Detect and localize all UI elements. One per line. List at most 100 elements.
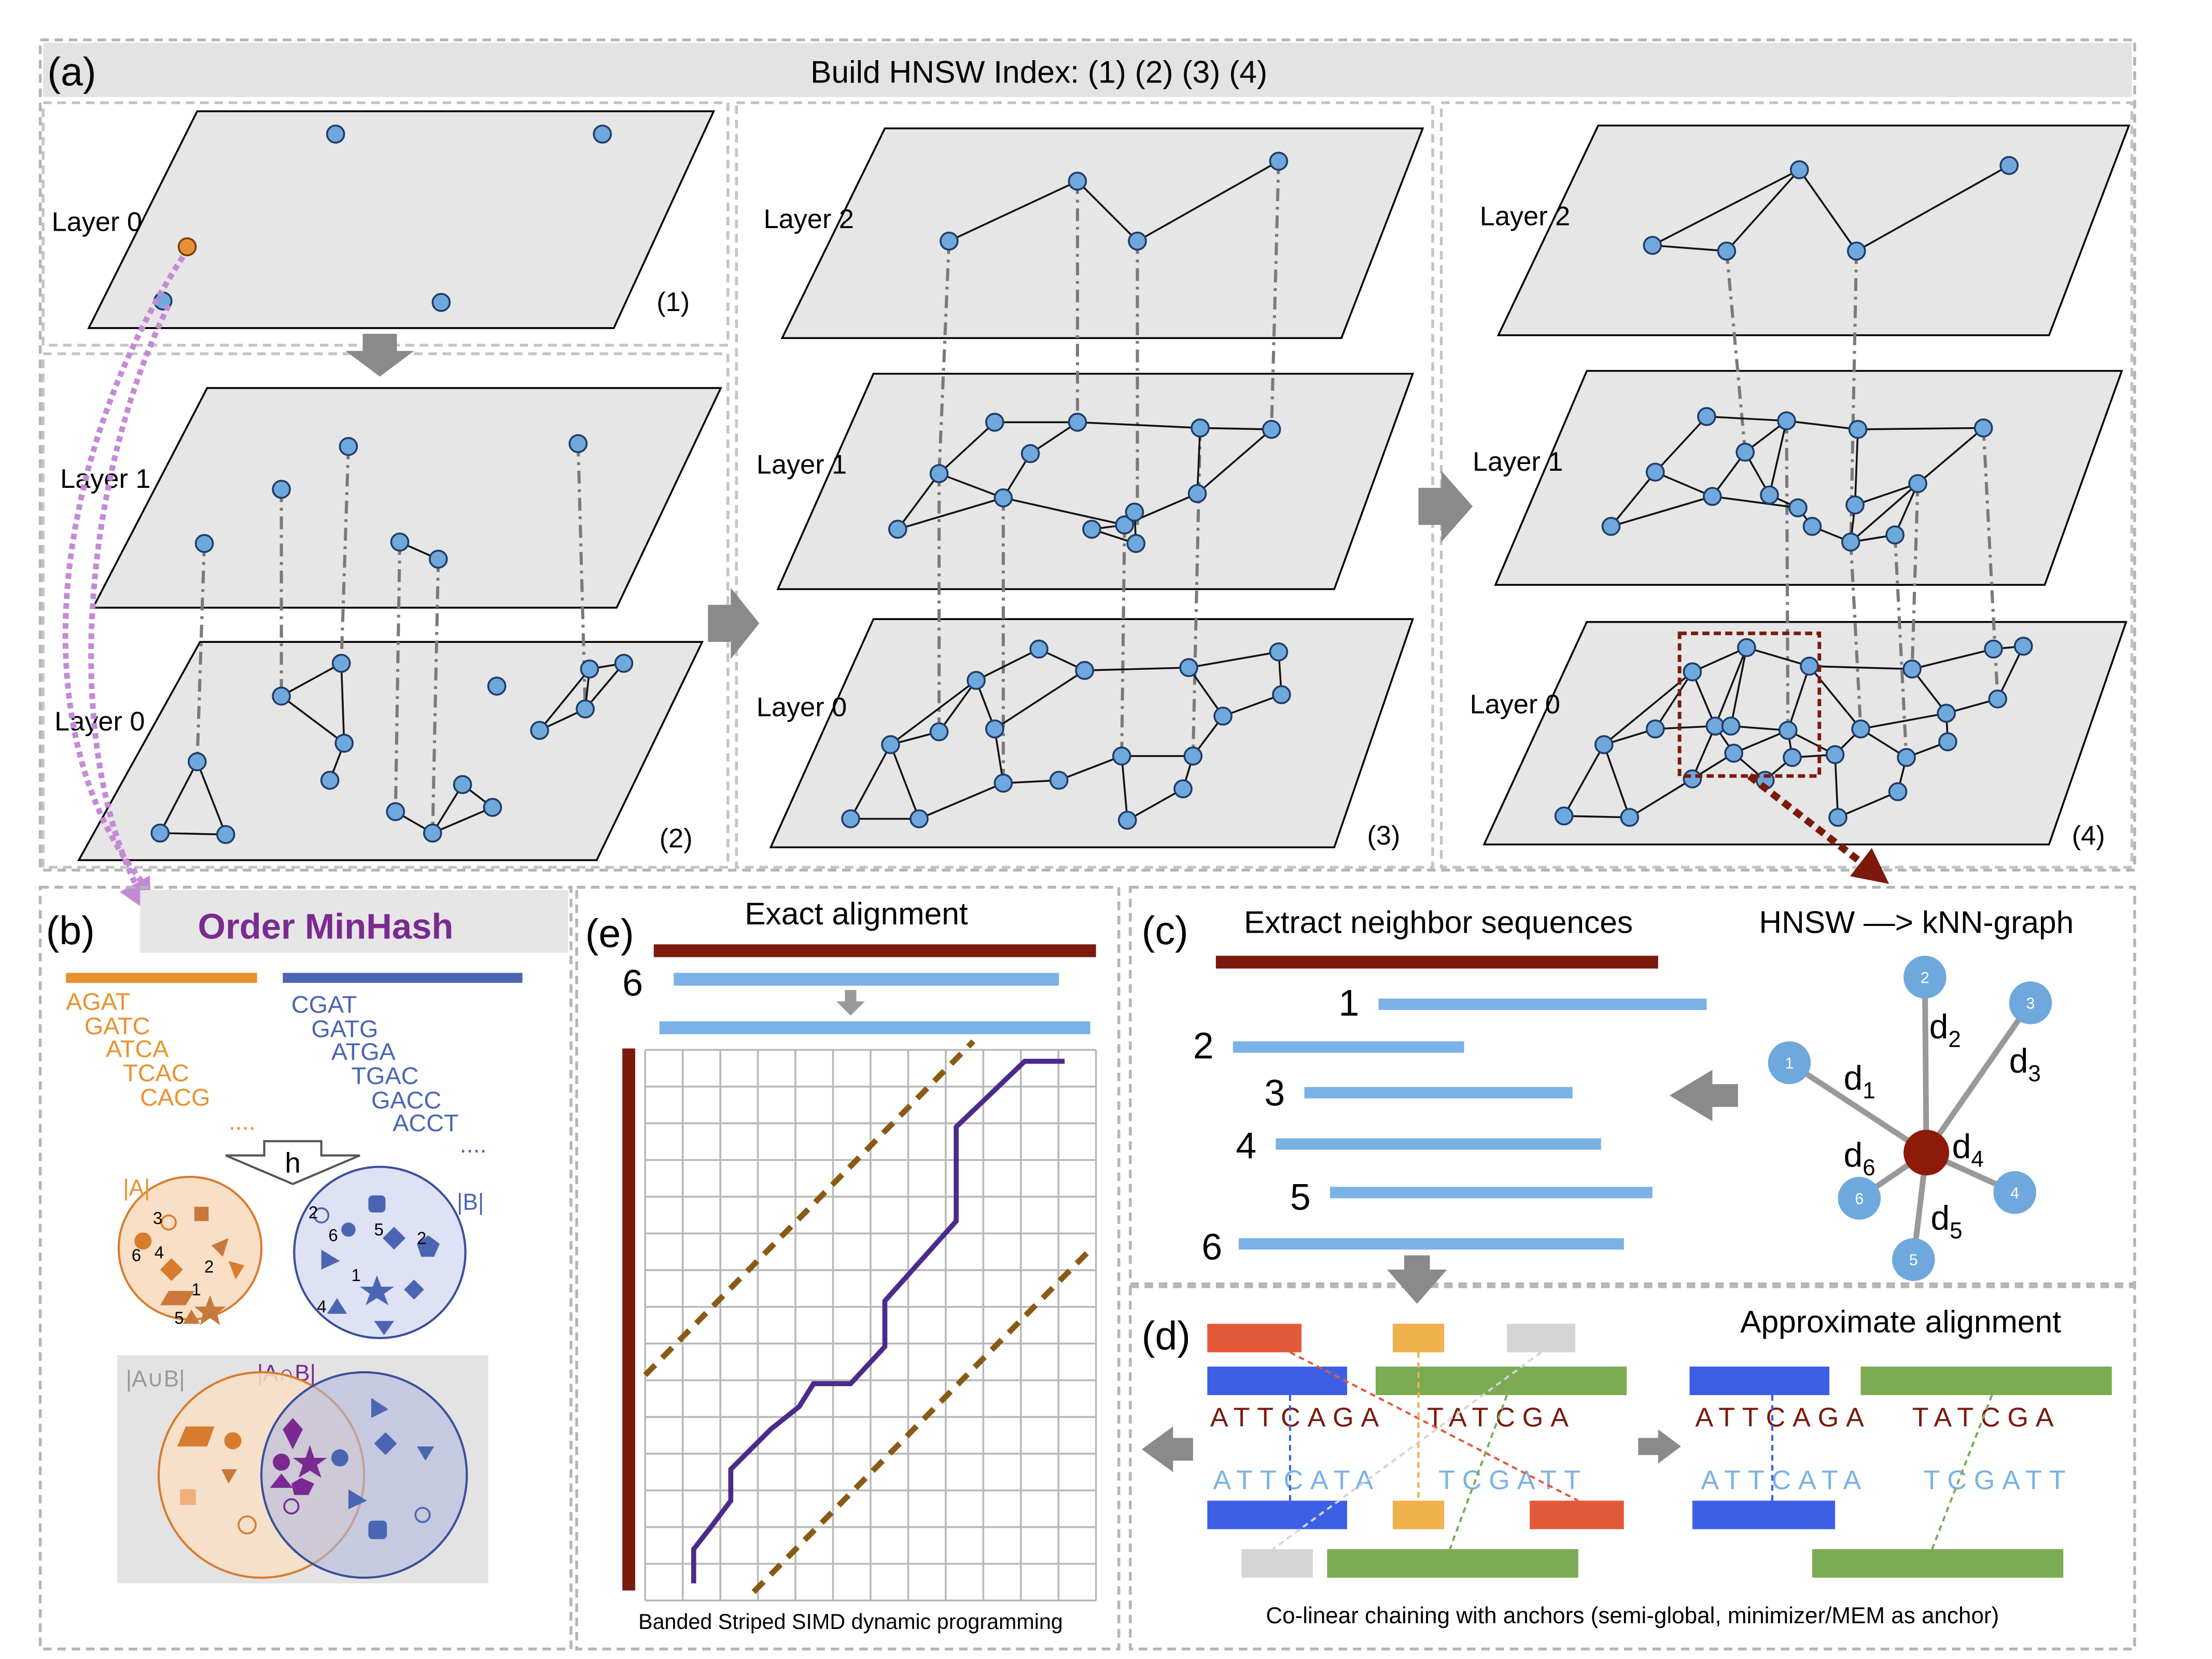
panel-a-title-bar bbox=[43, 43, 2132, 97]
distance-base: d bbox=[1929, 1007, 1949, 1046]
graph-edge bbox=[1733, 729, 1788, 754]
panel-a-frame bbox=[38, 38, 2136, 872]
graph-edge bbox=[918, 782, 1004, 820]
neighborhood-highlight-box bbox=[1677, 631, 1822, 778]
union-kmer bbox=[331, 1449, 348, 1467]
graph-edge bbox=[1084, 666, 1189, 671]
graph-node bbox=[334, 734, 354, 753]
intersection-kmer bbox=[283, 1417, 303, 1450]
layer-link bbox=[1270, 161, 1280, 430]
query-seq-right: TCGATT bbox=[1438, 1466, 1588, 1496]
neighbor-number: 1 bbox=[1338, 982, 1359, 1024]
graph-edge bbox=[1564, 815, 1630, 819]
sub4-layer0-label: Layer 0 bbox=[1470, 690, 1560, 720]
graph-node bbox=[390, 532, 410, 552]
graph-node bbox=[1908, 474, 1927, 494]
knn-node bbox=[2009, 981, 2052, 1024]
graph-edge bbox=[1798, 169, 1857, 252]
graph-edge bbox=[340, 663, 345, 743]
distance-base: d bbox=[1930, 1199, 1950, 1237]
sub4-layer1-plane bbox=[1494, 370, 2123, 586]
graph-edge bbox=[1712, 495, 1798, 509]
distance-label: d3 bbox=[2009, 1042, 2041, 1087]
knn-node-label: 1 bbox=[1785, 1055, 1794, 1072]
graph-edge bbox=[1860, 712, 1947, 730]
graph-node bbox=[216, 825, 235, 844]
graph-node bbox=[1999, 156, 2019, 175]
distance-subscript: 3 bbox=[2028, 1061, 2040, 1087]
hashed-kmer-a bbox=[211, 1238, 229, 1257]
graph-edge bbox=[975, 648, 1040, 682]
anchor-gray bbox=[1507, 1324, 1576, 1353]
sub3-layer0-label: Layer 0 bbox=[757, 692, 847, 722]
graph-node bbox=[1938, 732, 1957, 752]
graph-node bbox=[1179, 658, 1198, 678]
graph-node bbox=[1646, 719, 1665, 739]
distance-label: d5 bbox=[1930, 1199, 1962, 1244]
graph-node bbox=[1020, 444, 1040, 463]
panel-c-frame bbox=[1129, 885, 2136, 1286]
graph-edge bbox=[938, 680, 977, 733]
graph-edge bbox=[281, 695, 345, 744]
hashed-kmer-b bbox=[341, 1222, 356, 1237]
graph-edge bbox=[1610, 471, 1656, 527]
graph-node bbox=[929, 722, 949, 741]
panel-c: (c) Extract neighbor sequences HNSW —> k… bbox=[1129, 885, 2136, 1286]
down-arrow bbox=[836, 990, 865, 1016]
graph-edge bbox=[1746, 646, 1810, 667]
union-label: |A∪B| bbox=[126, 1366, 185, 1391]
rank-label: 1 bbox=[351, 1266, 360, 1285]
anchor-link bbox=[1272, 1351, 1542, 1550]
knn-node bbox=[1892, 1238, 1935, 1281]
graph-edge bbox=[1692, 646, 1747, 673]
distance-label: d4 bbox=[1952, 1127, 1984, 1172]
graph-edge bbox=[1856, 164, 2010, 252]
knn-node-label: 5 bbox=[1909, 1252, 1918, 1269]
graph-node bbox=[453, 775, 472, 794]
graph-node bbox=[530, 721, 549, 740]
union-kmer bbox=[414, 1507, 431, 1523]
rank-label: 2 bbox=[204, 1257, 214, 1276]
panel-d-caption: Co-linear chaining with anchors (semi-gl… bbox=[1266, 1603, 1999, 1628]
graph-node bbox=[1646, 462, 1665, 482]
sub2-layer1-plane bbox=[91, 387, 722, 609]
intersection-kmer bbox=[273, 1453, 290, 1471]
graph-node bbox=[1703, 487, 1722, 506]
knn-graph-title: HNSW —> kNN-graph bbox=[1759, 904, 2074, 939]
graph-node bbox=[1173, 779, 1193, 798]
sequence-a-bar bbox=[66, 973, 257, 983]
sub2-layer0-plane bbox=[77, 641, 704, 861]
graph-node bbox=[1601, 517, 1621, 536]
graph-edge bbox=[1200, 427, 1272, 430]
anchor-green bbox=[1860, 1366, 2112, 1395]
anchor-gray bbox=[1241, 1549, 1313, 1578]
knn-center-node bbox=[1903, 1130, 1950, 1176]
graph-node bbox=[929, 464, 949, 483]
extract-arrow bbox=[1747, 773, 1889, 884]
graph-node bbox=[1984, 639, 2003, 659]
graph-edge bbox=[160, 832, 226, 836]
knn-node-label: 4 bbox=[2010, 1185, 2019, 1202]
hashed-kmer-b bbox=[417, 1235, 440, 1257]
kmer-b: GATG bbox=[311, 1015, 378, 1042]
anchor-red bbox=[1530, 1500, 1624, 1529]
graph-node bbox=[967, 671, 986, 690]
panel-d-label: (d) bbox=[1142, 1314, 1191, 1358]
graph-edge bbox=[1850, 483, 1919, 543]
rank-label: 4 bbox=[155, 1243, 164, 1262]
graph-node bbox=[1988, 689, 2007, 709]
graph-node bbox=[483, 798, 502, 817]
panel-e-label: (e) bbox=[585, 911, 634, 956]
graph-node bbox=[1115, 515, 1135, 535]
graph-node bbox=[1075, 660, 1095, 680]
layer-link bbox=[340, 446, 350, 664]
hash-label: h bbox=[285, 1147, 301, 1179]
distance-base: d bbox=[1844, 1059, 1863, 1097]
graph-node bbox=[1049, 770, 1069, 790]
graph-node bbox=[1554, 806, 1574, 826]
graph-node bbox=[909, 809, 929, 828]
graph-node bbox=[1724, 743, 1743, 763]
layer-link bbox=[937, 241, 951, 474]
right-arrow bbox=[1638, 1429, 1681, 1464]
